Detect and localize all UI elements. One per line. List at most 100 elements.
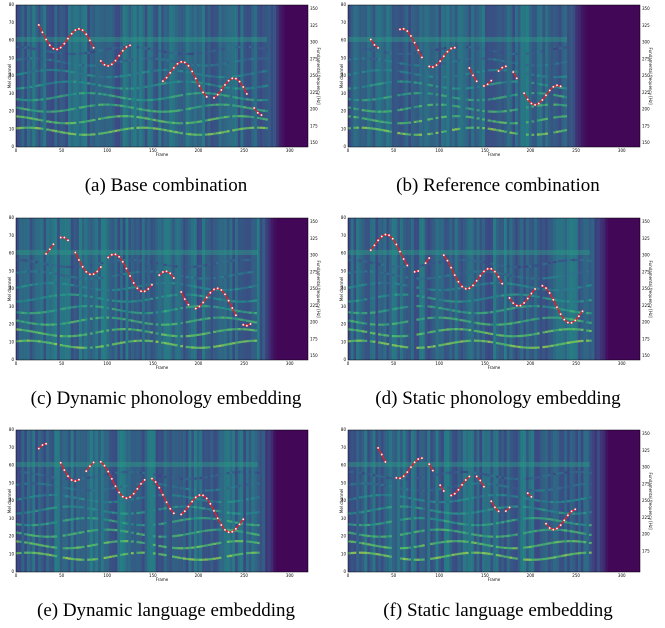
harmonic xyxy=(27,534,30,536)
harmonic xyxy=(98,346,101,348)
harmonic xyxy=(208,508,211,510)
pitch-point xyxy=(158,274,160,276)
band xyxy=(16,462,258,467)
spectrogram-column xyxy=(400,5,403,147)
harmonic xyxy=(128,106,131,108)
harmonic xyxy=(458,287,461,289)
harmonic xyxy=(378,553,381,555)
harmonic xyxy=(378,111,381,113)
harmonic xyxy=(400,335,403,337)
harmonic xyxy=(254,552,257,554)
harmonic xyxy=(551,542,554,544)
harmonic xyxy=(364,99,367,101)
harmonic xyxy=(386,52,389,54)
harmonic xyxy=(572,259,575,261)
pitch-point xyxy=(74,480,76,482)
pitch-point xyxy=(443,55,445,57)
harmonic xyxy=(419,318,422,320)
harmonic xyxy=(510,53,513,55)
harmonic xyxy=(79,121,82,123)
harmonic xyxy=(389,81,392,83)
harmonic xyxy=(386,343,389,345)
harmonic xyxy=(348,259,351,261)
harmonic xyxy=(512,487,515,489)
harmonic xyxy=(414,106,417,108)
y-tick-label: 80 xyxy=(341,215,347,220)
harmonic xyxy=(262,127,265,129)
harmonic xyxy=(427,288,430,290)
harmonic xyxy=(386,60,389,62)
harmonic xyxy=(194,319,197,321)
harmonic xyxy=(49,295,52,297)
spectrogram-column xyxy=(68,430,71,572)
y-tick-label: 20 xyxy=(341,109,347,114)
spectrogram-column xyxy=(572,5,575,147)
harmonic xyxy=(38,340,41,342)
harmonic xyxy=(471,99,474,101)
harmonic xyxy=(444,95,447,97)
harmonic xyxy=(496,121,499,123)
harmonic xyxy=(460,340,463,342)
harmonic xyxy=(188,107,191,109)
spectrogram-column xyxy=(164,218,167,360)
harmonic xyxy=(71,346,74,348)
harmonic xyxy=(115,87,118,89)
harmonic xyxy=(504,282,507,284)
harmonic xyxy=(589,511,592,513)
harmonic xyxy=(405,284,408,286)
harmonic xyxy=(101,317,104,319)
harmonic xyxy=(373,323,376,325)
harmonic xyxy=(447,512,450,514)
harmonic xyxy=(41,49,44,51)
harmonic xyxy=(246,552,249,554)
spectrogram-column xyxy=(156,430,159,572)
harmonic xyxy=(496,484,499,486)
harmonic xyxy=(466,259,469,261)
harmonic xyxy=(188,547,191,549)
harmonic xyxy=(260,109,263,111)
harmonic xyxy=(227,520,230,522)
harmonic xyxy=(466,73,469,75)
harmonic xyxy=(32,99,35,101)
harmonic xyxy=(180,266,183,268)
harmonic xyxy=(216,317,219,319)
y-tick-label: 10 xyxy=(341,551,347,556)
harmonic xyxy=(24,524,27,526)
harmonic xyxy=(150,48,153,50)
harmonic xyxy=(444,76,447,78)
harmonic xyxy=(21,271,24,273)
harmonic xyxy=(191,122,194,124)
spectrogram-column xyxy=(364,218,367,360)
harmonic xyxy=(235,115,238,117)
harmonic xyxy=(430,346,433,348)
harmonic xyxy=(216,542,219,544)
pitch-point xyxy=(476,280,478,282)
harmonic xyxy=(251,471,254,473)
harmonic xyxy=(21,99,24,101)
harmonic xyxy=(145,322,148,324)
harmonic xyxy=(589,496,592,498)
harmonic xyxy=(35,482,38,484)
spectrogram-column xyxy=(126,218,129,360)
harmonic xyxy=(265,110,268,112)
harmonic xyxy=(537,318,540,320)
harmonic xyxy=(556,86,559,88)
harmonic xyxy=(104,557,107,559)
harmonic xyxy=(482,283,485,285)
harmonic xyxy=(471,524,474,526)
harmonic xyxy=(444,87,447,89)
harmonic xyxy=(542,475,545,477)
harmonic xyxy=(139,329,142,331)
harmonic xyxy=(510,520,513,522)
harmonic xyxy=(106,541,109,543)
pitch-point xyxy=(162,271,164,273)
harmonic xyxy=(84,305,87,307)
harmonic xyxy=(488,128,491,130)
subfigure: 05010015020025030001020304050607080Frame… xyxy=(339,427,653,621)
harmonic xyxy=(414,121,417,123)
harmonic xyxy=(581,271,584,273)
harmonic xyxy=(559,520,562,522)
spectrogram-column xyxy=(276,5,279,147)
harmonic xyxy=(84,105,87,107)
harmonic xyxy=(131,320,134,322)
